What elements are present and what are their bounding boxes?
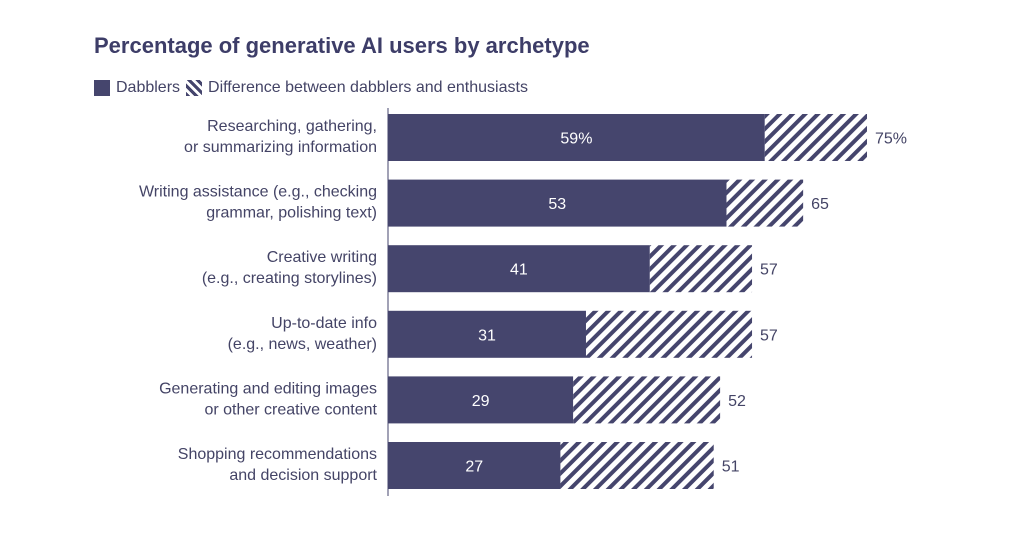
bar-difference-5	[560, 442, 714, 489]
category-label-2-line-0: Creative writing	[267, 249, 377, 266]
bar-difference-3	[585, 310, 753, 358]
data-label-dabblers-4: 29	[472, 393, 490, 410]
category-label-0-line-1: or summarizing information	[184, 139, 377, 156]
data-label-total-1: 65	[811, 196, 829, 213]
bar-difference-1	[726, 179, 804, 227]
legend-swatch-hatched	[186, 80, 203, 96]
data-label-total-5: 51	[722, 459, 740, 476]
category-label-5-line-0: Shopping recommendations	[178, 446, 377, 463]
legend-label-difference: Difference between dabblers and enthusia…	[208, 79, 528, 96]
data-label-total-3: 57	[760, 327, 778, 344]
category-label-1-line-1: grammar, polishing text)	[206, 205, 377, 222]
chart-title: Percentage of generative AI users by arc…	[94, 33, 590, 58]
legend: Dabblers Difference between dabblers and…	[94, 78, 534, 98]
bars-group: 59% 75% Researching, gathering, or summariz…	[139, 114, 907, 489]
data-label-total-2: 57	[760, 262, 778, 279]
category-label-3-line-0: Up-to-date info	[271, 315, 377, 332]
bar-difference-0	[764, 114, 867, 161]
category-label-2-line-1: (e.g., creating storylines)	[202, 270, 377, 287]
category-label-0: Researching, gathering, or summarizing in…	[184, 118, 377, 156]
bar-dabblers-2	[388, 245, 650, 293]
data-label-total-4: 52	[728, 393, 746, 410]
bar-dabblers-4	[388, 376, 574, 424]
category-label-1: Writing assistance (e.g., checking gramma…	[139, 184, 377, 222]
category-label-5-line-1: and decision support	[229, 467, 377, 484]
category-label-4-line-0: Generating and editing images	[159, 380, 377, 397]
legend-swatch-solid	[94, 80, 110, 96]
category-label-3-line-1: (e.g., news, weather)	[228, 336, 377, 353]
bar-difference-2	[649, 245, 753, 293]
legend-label-dabblers: Dabblers	[116, 79, 181, 96]
bar-dabblers-0	[388, 114, 765, 161]
data-label-dabblers-5: 27	[465, 459, 483, 476]
category-label-4-line-1: or other creative content	[204, 401, 377, 418]
category-label-5: Shopping recommendations and decision sup…	[178, 446, 378, 484]
category-label-0-line-0: Researching, gathering,	[207, 118, 377, 135]
data-label-dabblers-0: 59%	[560, 131, 592, 148]
bar-difference-4	[573, 376, 721, 424]
data-label-dabblers-1: 53	[548, 196, 566, 213]
bar-dabblers-5	[388, 442, 561, 489]
data-label-dabblers-3: 31	[478, 327, 496, 344]
category-label-1-line-0: Writing assistance (e.g., checking	[139, 184, 377, 201]
category-label-4: Generating and editing images or other cr…	[159, 380, 377, 418]
legend-item-difference: Difference between dabblers and enthusia…	[186, 79, 528, 97]
data-label-dabblers-2: 41	[510, 262, 528, 279]
category-label-2: Creative writing (e.g., creating storylin…	[202, 249, 377, 287]
legend-item-dabblers: Dabblers	[94, 79, 180, 97]
data-label-total-0: 75%	[875, 131, 907, 148]
category-label-3: Up-to-date info (e.g., news, weather)	[228, 315, 378, 353]
bar-dabblers-3	[388, 310, 586, 358]
bar-dabblers-1	[388, 179, 727, 227]
